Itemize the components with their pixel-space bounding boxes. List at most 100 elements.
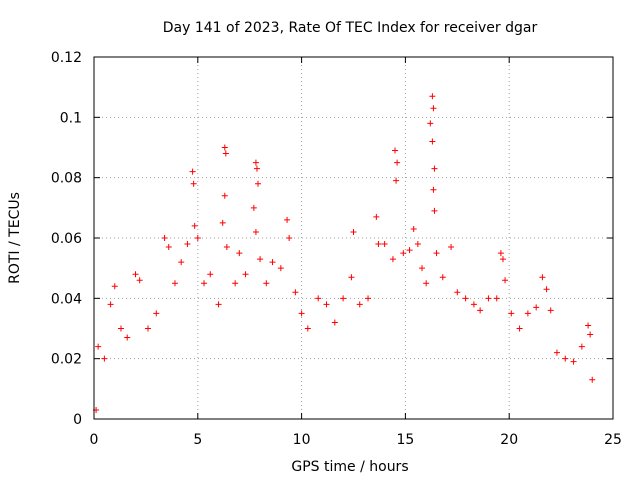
data-point [393,177,400,184]
data-point [499,256,506,263]
data-point [117,325,124,332]
data-point [252,159,259,166]
data-point [439,274,446,281]
data-point [284,216,291,223]
data-point [136,277,143,284]
data-point [222,150,229,157]
data-point [587,331,594,338]
data-point [392,147,399,154]
data-point [191,222,198,229]
data-point [493,295,500,302]
data-point [178,259,185,266]
data-point [394,159,401,166]
data-point [516,325,523,332]
data-point [497,250,504,257]
data-point [462,295,469,302]
data-point [578,343,585,350]
x-axis-ticks: 0 5 10 15 20 25 [90,57,622,448]
data-point [111,283,118,290]
y-tick-label: 0 [73,412,82,428]
data-point [570,358,577,365]
data-point [221,192,228,199]
data-point [95,343,102,350]
data-point [381,241,388,248]
data-point [365,295,372,302]
data-point [340,295,347,302]
data-point [389,256,396,263]
data-point [431,207,438,214]
data-point [502,277,509,284]
x-axis-label: GPS time / hours [291,459,408,475]
data-point [427,120,434,127]
data-point [252,228,259,235]
data-point [547,307,554,314]
data-point [433,250,440,257]
x-tick-label: 10 [293,432,311,448]
data-point [315,295,322,302]
data-point [543,286,550,293]
x-tick-label: 5 [193,432,202,448]
y-tick-label: 0.1 [60,110,82,126]
y-tick-label: 0.02 [51,352,82,368]
data-point [485,295,492,302]
data-point [253,165,260,172]
data-point [350,228,357,235]
data-point [477,307,484,314]
data-point [207,271,214,278]
data-point [429,138,436,145]
data-point [356,301,363,308]
data-point [533,304,540,311]
data-point [524,310,531,317]
data-point [331,319,338,326]
y-axis-label: ROTI / TECUs [7,192,23,284]
y-axis-ticks: 0 0.02 0.04 0.06 0.08 0.1 0.12 [51,50,613,428]
data-point [323,301,330,308]
data-point [470,301,477,308]
data-point [410,225,417,232]
plot-area-frame [93,56,614,420]
data-point [250,204,257,211]
data-point [454,289,461,296]
data-point [242,271,249,278]
data-point [219,219,226,226]
data-point [255,180,262,187]
data-point [232,280,239,287]
data-point [171,280,178,287]
x-tick-label: 0 [90,432,99,448]
data-point [373,213,380,220]
y-tick-label: 0.06 [51,231,82,247]
data-point [124,334,131,341]
data-point [508,310,515,317]
data-point [277,265,284,272]
x-tick-label: 20 [500,432,518,448]
data-point [448,244,455,251]
data-point [257,256,264,263]
data-point [585,322,592,329]
data-point [189,168,196,175]
data-point [562,355,569,362]
data-point [298,310,305,317]
chart-title: Day 141 of 2023, Rate Of TEC Index for r… [163,20,538,36]
data-point [165,244,172,251]
data-point [375,241,382,248]
data-point [107,301,114,308]
data-point [553,349,560,356]
data-point [304,325,311,332]
data-point [429,93,436,100]
data-point [190,180,197,187]
data-point [101,355,108,362]
y-tick-label: 0.08 [51,171,82,187]
data-point [161,235,168,241]
data-point [400,250,407,257]
data-point [201,280,208,287]
data-point [539,274,546,281]
data-point [184,241,191,248]
data-point [132,271,139,278]
y-tick-label: 0.04 [51,291,82,307]
y-tick-label: 0.12 [51,50,82,66]
data-point [215,301,222,308]
data-point [144,325,151,332]
x-tick-label: 25 [604,432,622,448]
data-point [419,265,426,272]
